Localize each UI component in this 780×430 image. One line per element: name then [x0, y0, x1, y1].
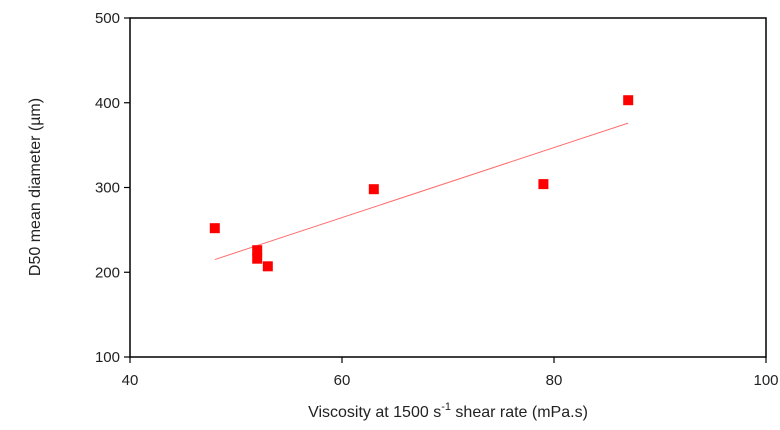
plot-area [129, 17, 767, 358]
y-tick-label: 200 [95, 264, 120, 281]
y-axis-title: D50 mean diameter (µm) [27, 98, 44, 276]
data-points [209, 95, 634, 272]
y-tick-label: 300 [95, 180, 120, 197]
x-tick-label: 40 [122, 372, 139, 389]
data-point [623, 95, 634, 106]
x-axis: 40 60 80 100 [122, 357, 779, 389]
x-tick-label: 60 [334, 372, 351, 389]
y-tick-label: 100 [95, 349, 120, 366]
trend-line [214, 122, 629, 261]
y-tick-label: 400 [95, 95, 120, 112]
y-tick-label: 500 [95, 10, 120, 27]
data-point [209, 223, 220, 234]
data-point [368, 184, 379, 195]
x-tick-label: 80 [546, 372, 563, 389]
x-axis-title-main: Viscosity at 1500 s [308, 404, 441, 421]
data-point [262, 261, 273, 272]
data-point [252, 253, 263, 264]
data-point [252, 245, 263, 256]
y-axis: 100 200 300 400 500 [95, 10, 130, 366]
x-axis-title: Viscosity at 1500 s-1 shear rate (mPa.s) [308, 401, 588, 421]
x-axis-title-rest: shear rate (mPa.s) [451, 404, 588, 421]
data-point [538, 179, 549, 190]
x-axis-title-superscript: -1 [441, 401, 451, 413]
x-tick-label: 100 [753, 372, 778, 389]
